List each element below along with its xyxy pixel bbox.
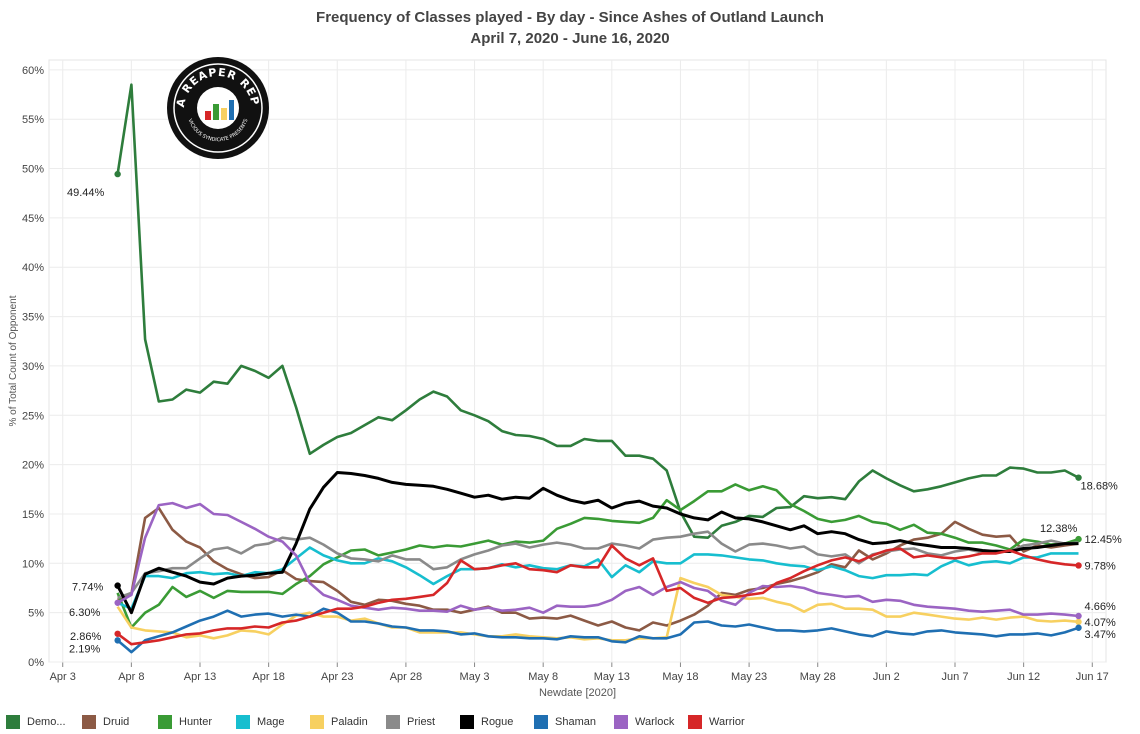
legend-item-demo[interactable]: Demo... <box>6 715 82 729</box>
x-tick-label: Jun 12 <box>1007 671 1040 683</box>
series-end-point <box>1075 618 1082 626</box>
x-tick-label: May 28 <box>800 671 836 683</box>
y-tick-label: 55% <box>22 114 44 126</box>
legend-swatch <box>460 715 474 729</box>
series-end-label: 4.66% <box>1085 601 1116 613</box>
x-tick-label: Jun 17 <box>1076 671 1109 683</box>
series-start-label: 6.30% <box>69 607 100 619</box>
legend-item-druid[interactable]: Druid <box>82 715 158 729</box>
x-tick-label: May 8 <box>528 671 558 683</box>
x-tick-label: May 23 <box>731 671 767 683</box>
legend-label: Shaman <box>555 716 596 728</box>
y-tick-label: 5% <box>28 608 44 620</box>
legend-swatch <box>158 715 172 729</box>
legend-item-warrior[interactable]: Warrior <box>688 715 748 729</box>
chart-subtitle: April 7, 2020 - June 16, 2020 <box>470 30 670 47</box>
legend-item-priest[interactable]: Priest <box>386 715 460 729</box>
series-start-label: 49.44% <box>67 187 105 199</box>
series-line-mage <box>117 546 1079 610</box>
x-tick-label: Apr 18 <box>252 671 284 683</box>
plot-area <box>48 59 1107 663</box>
legend-item-paladin[interactable]: Paladin <box>310 715 386 729</box>
x-tick-label: Jun 7 <box>942 671 969 683</box>
x-tick-label: Apr 13 <box>184 671 216 683</box>
legend-label: Paladin <box>331 716 368 728</box>
legend-swatch <box>534 715 548 729</box>
legend-swatch <box>310 715 324 729</box>
legend-item-warlock[interactable]: Warlock <box>614 715 688 729</box>
legend-label: Priest <box>407 716 436 728</box>
y-tick-label: 60% <box>22 65 44 77</box>
legend-item-mage[interactable]: Mage <box>236 715 310 729</box>
x-axis-label: Newdate [2020] <box>539 687 616 699</box>
legend-label: Demo... <box>27 716 66 728</box>
chart-legend: Demo... Druid Hunter Mage Paladin Priest Rogue… <box>6 713 748 731</box>
series-line-demo <box>116 83 1080 539</box>
series-end-label: 3.47% <box>1085 629 1116 641</box>
legend-swatch <box>82 715 96 729</box>
series-start-label: 2.19% <box>69 643 100 655</box>
y-tick-label: 40% <box>22 262 44 274</box>
series-end-point <box>1075 535 1082 543</box>
series-start-point <box>114 637 121 644</box>
legend-item-shaman[interactable]: Shaman <box>534 715 614 729</box>
y-tick-label: 50% <box>22 164 44 176</box>
y-tick-label: 25% <box>22 410 44 422</box>
series-start-label: 2.86% <box>70 631 101 643</box>
series-end-point <box>1075 562 1082 569</box>
legend-swatch <box>6 715 20 729</box>
series-start-point <box>114 599 121 606</box>
legend-label: Hunter <box>179 716 213 728</box>
series-start-point <box>114 582 121 589</box>
y-tick-label: 30% <box>22 361 44 373</box>
series-line-warlock <box>116 501 1079 618</box>
y-tick-label: 45% <box>22 213 44 225</box>
x-tick-label: Apr 8 <box>118 671 144 683</box>
legend-swatch <box>688 715 702 729</box>
series-line-rogue <box>116 471 1079 615</box>
series-start-point <box>114 630 121 637</box>
x-tick-label: May 18 <box>662 671 698 683</box>
legend-item-hunter[interactable]: Hunter <box>158 715 236 729</box>
legend-label: Warrior <box>709 716 745 728</box>
chart-title: Frequency of Classes played - By day - S… <box>316 9 824 26</box>
legend-swatch <box>614 715 628 729</box>
x-tick-label: Jun 2 <box>873 671 900 683</box>
y-tick-label: 15% <box>22 509 44 521</box>
x-tick-label: Apr 3 <box>50 671 76 683</box>
legend-swatch <box>236 715 250 729</box>
x-tick-label: Apr 28 <box>390 671 422 683</box>
series-end-point <box>1075 624 1082 631</box>
x-tick-label: May 13 <box>594 671 630 683</box>
y-axis-label: % of Total Count of Opponent <box>8 295 19 426</box>
legend-item-rogue[interactable]: Rogue <box>460 715 534 729</box>
x-tick-label: May 3 <box>460 671 490 683</box>
series-line-hunter <box>116 483 1079 629</box>
series-line-shaman <box>116 607 1079 654</box>
line-chart: Apr 3 Apr 8 Apr 13 Apr 18 Apr 23 Apr 28 May 3 M… <box>8 59 1123 699</box>
series-end-label: 12.45% <box>1085 534 1123 546</box>
y-tick-label: 0% <box>28 657 44 669</box>
series-start-label: 7.74% <box>72 582 103 594</box>
legend-label: Mage <box>257 716 285 728</box>
data-reaper-logo: DATA REAPER REPORT VICIOUS SYNDICATE PRE… <box>161 46 270 160</box>
series-end-point <box>1075 474 1082 481</box>
legend-label: Rogue <box>481 716 514 728</box>
series-start-point <box>114 170 121 178</box>
series-end-label: 4.07% <box>1085 617 1116 629</box>
series-end-label-druid: 12.38% <box>1040 523 1078 535</box>
series-end-label: 18.68% <box>1081 481 1119 493</box>
legend-label: Druid <box>103 716 130 728</box>
y-tick-label: 10% <box>22 558 44 570</box>
x-tick-label: Apr 23 <box>321 671 353 683</box>
series-line-warrior <box>116 544 1079 646</box>
y-tick-label: 20% <box>22 460 44 472</box>
y-tick-label: 35% <box>22 312 44 324</box>
series-end-label: 9.78% <box>1085 560 1116 572</box>
series-end-point <box>1075 612 1082 620</box>
legend-swatch <box>386 715 400 729</box>
legend-label: Warlock <box>635 716 675 728</box>
